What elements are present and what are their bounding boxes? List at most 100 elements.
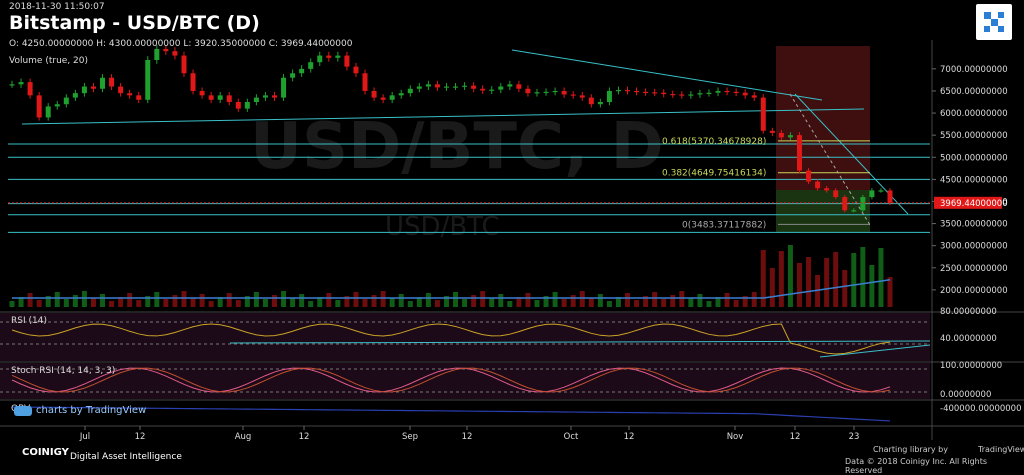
candle <box>45 103 51 121</box>
candle <box>489 86 495 94</box>
volume-bar <box>489 298 495 307</box>
candle-body <box>154 48 160 60</box>
volume-bar <box>145 296 151 307</box>
volume-bar <box>742 296 748 307</box>
candle <box>579 91 585 101</box>
volume-bar <box>606 301 612 307</box>
volume-bar <box>380 291 386 307</box>
candle-body <box>806 170 812 182</box>
candle <box>688 91 694 99</box>
candle-body <box>271 95 277 98</box>
volume-bar <box>887 277 893 307</box>
candle <box>751 91 757 101</box>
candle-body <box>480 88 486 91</box>
y-tick-label: 3000.00000000 <box>940 242 1008 252</box>
y-tick-label: 2500.00000000 <box>940 264 1008 274</box>
volume-bar <box>498 294 504 307</box>
candle <box>118 83 124 97</box>
candle <box>81 83 87 97</box>
candle-body <box>362 73 368 91</box>
volume-bar <box>281 291 287 307</box>
volume-bar <box>869 265 875 307</box>
candle <box>434 80 440 91</box>
candle <box>606 87 612 106</box>
candle-body <box>878 190 884 192</box>
candle-body <box>109 77 115 87</box>
volume-bar <box>597 294 603 307</box>
candle-body <box>561 90 567 95</box>
candle <box>769 127 775 136</box>
trend-line-support <box>21 108 865 125</box>
candle-body <box>507 84 513 87</box>
fib-label: 0.382(4649.75416134) <box>662 169 766 179</box>
volume-bar <box>9 301 15 307</box>
candle <box>742 89 748 99</box>
candle-body <box>787 135 793 138</box>
candle <box>172 47 178 60</box>
coinigy-wordmark: COINIGY <box>22 447 69 458</box>
watermark-pair: USD/BTC, D <box>250 110 664 184</box>
candle <box>471 82 477 93</box>
volume-bar <box>199 294 205 307</box>
candle-body <box>579 95 585 98</box>
candle-body <box>552 90 558 93</box>
volume-bar <box>217 297 223 307</box>
candle <box>371 87 377 101</box>
volume-bar <box>715 297 721 307</box>
y-tick-label: 6000.00000000 <box>940 109 1008 119</box>
candle-body <box>688 94 694 96</box>
volume-bar <box>416 297 422 307</box>
volume-bar <box>516 297 522 307</box>
candle <box>652 88 658 97</box>
coinigy-logo[interactable] <box>976 4 1012 40</box>
candle-body <box>253 97 259 102</box>
rsi-tick-label: 80.00000000 <box>940 307 997 317</box>
stoch-tick-label: 0.00000000 <box>940 390 991 400</box>
candle-body <box>208 95 214 100</box>
candle-body <box>262 95 268 98</box>
candle <box>398 89 404 99</box>
candle <box>796 132 802 174</box>
x-tick-label: 12 <box>624 432 635 442</box>
candle-body <box>498 86 504 90</box>
ohlc-readout: O: 4250.00000000 H: 4300.00000000 L: 392… <box>9 39 353 49</box>
candle <box>498 83 504 94</box>
candle-body <box>81 86 87 94</box>
volume-bar <box>208 301 214 307</box>
volume-bar <box>615 297 621 307</box>
volume-bar <box>181 291 187 307</box>
x-tick-label: Jul <box>79 432 90 442</box>
candle-body <box>127 93 133 96</box>
candle <box>697 89 703 98</box>
candle-body <box>54 104 60 107</box>
fib-label: 0(3483.37117882) <box>682 220 766 230</box>
volume-bar <box>109 301 115 307</box>
candle <box>570 91 576 99</box>
candle-body <box>344 55 350 67</box>
candle-body <box>489 89 495 91</box>
candle-body <box>824 188 830 191</box>
candle-body <box>796 135 802 171</box>
candle-body <box>842 197 848 211</box>
volume-bar <box>335 300 341 307</box>
candle <box>462 82 468 91</box>
tradingview-badge[interactable]: charts by TradingView <box>14 405 146 416</box>
volume-bar <box>706 301 712 307</box>
fib-label: 0.618(5370.34678928) <box>662 137 766 147</box>
candle-body <box>760 97 766 131</box>
y-tick-label: 7000.00000000 <box>940 65 1008 75</box>
candle <box>190 69 196 95</box>
candle <box>416 83 422 93</box>
candle <box>72 89 78 101</box>
x-tick-label: Oct <box>564 432 579 442</box>
candle <box>851 208 857 213</box>
candle-body <box>778 132 784 138</box>
volume-bar <box>471 295 477 307</box>
candle-body <box>244 102 250 109</box>
x-tick-label: 12 <box>299 432 310 442</box>
candle <box>760 94 766 134</box>
candle <box>136 91 142 104</box>
candle-body <box>416 86 422 89</box>
volume-bar <box>453 292 459 307</box>
